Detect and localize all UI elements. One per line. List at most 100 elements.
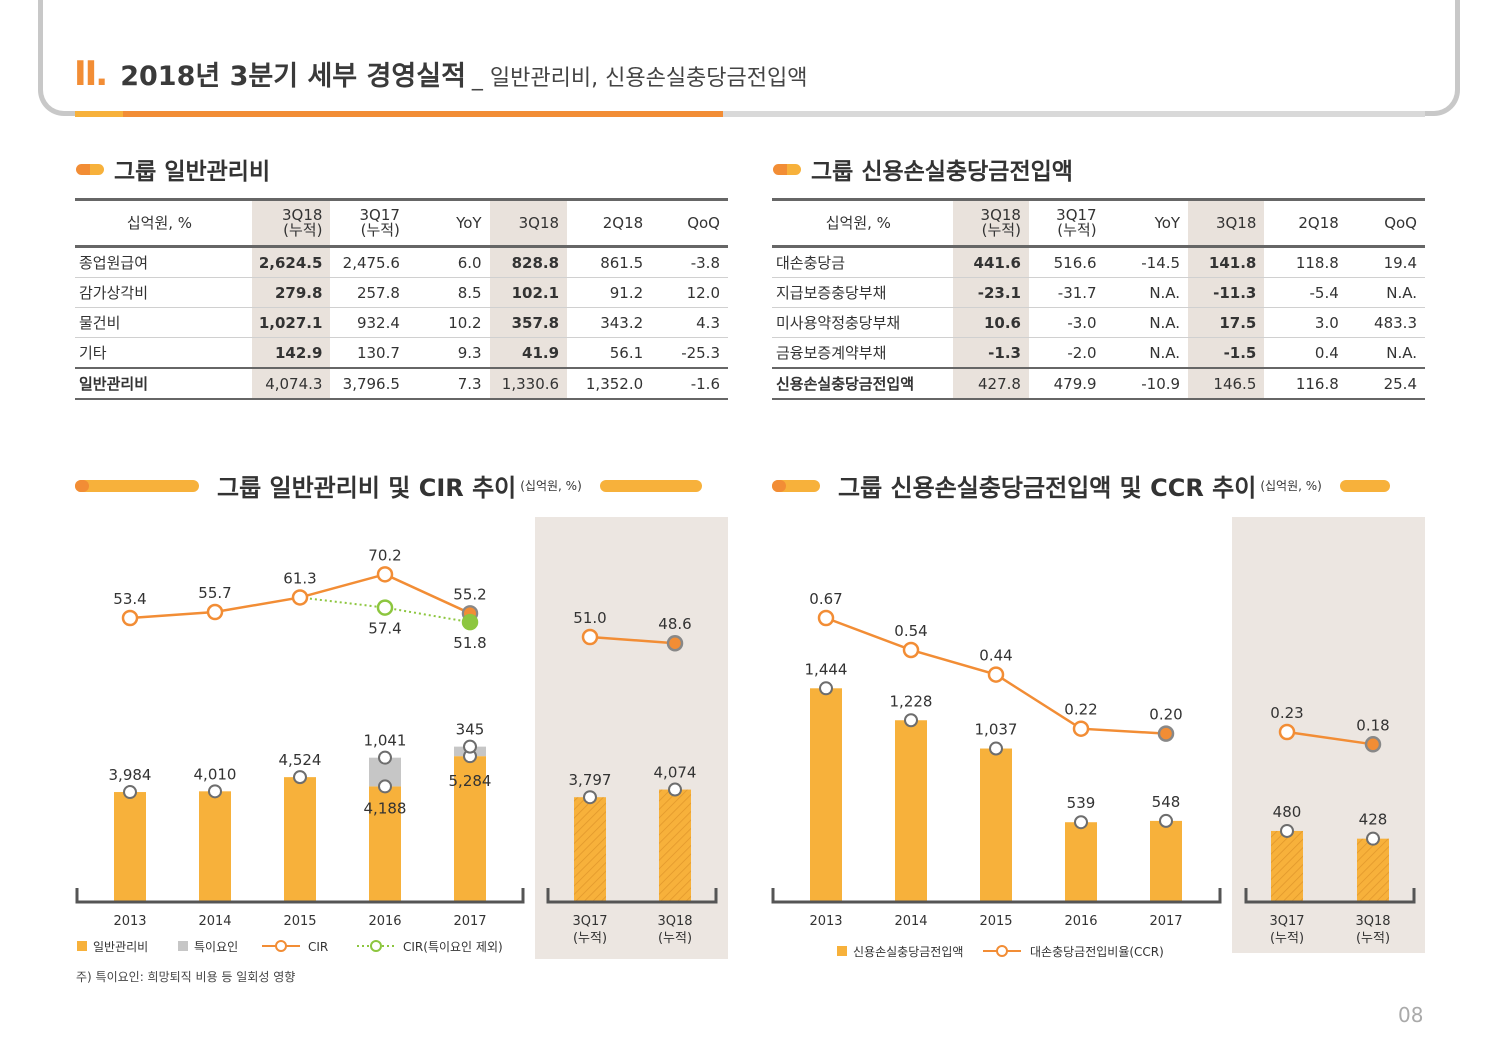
ccr-value-label: 0.67 bbox=[809, 590, 842, 608]
table-cell: 2,624.5 bbox=[251, 246, 331, 278]
x-tick-label: 2016 bbox=[1064, 914, 1097, 929]
line-point bbox=[902, 641, 920, 659]
bar-value-label: 4,010 bbox=[194, 765, 237, 783]
table-cell: 479.9 bbox=[1028, 367, 1105, 400]
x-tick-label: 2015 bbox=[979, 914, 1012, 929]
table-cell: 1,027.1 bbox=[251, 307, 331, 338]
table-header-cell: 2Q18 bbox=[1264, 198, 1347, 248]
data-marker bbox=[1366, 831, 1380, 846]
table-cell: 91.2 bbox=[567, 277, 652, 308]
data-marker bbox=[293, 770, 307, 785]
cir-value-label: 61.3 bbox=[283, 569, 316, 587]
bar-value-label: 1,037 bbox=[975, 721, 1018, 739]
data-marker bbox=[378, 750, 392, 765]
table-cell: 1,352.0 bbox=[567, 367, 652, 400]
bar-value-label: 3,984 bbox=[109, 766, 152, 784]
line-point-cir-excl bbox=[461, 613, 479, 631]
heading-bar-icon bbox=[599, 479, 702, 492]
table-header-cell: QoQ bbox=[1346, 198, 1425, 248]
series-line-ccr-cumulative bbox=[1286, 730, 1374, 746]
ga-chart-heading: 그룹 일반관리비 및 CIR 추이 (십억원, %) bbox=[75, 468, 728, 503]
x-tick-label: 2014 bbox=[198, 914, 231, 929]
table-cell: 441.6 bbox=[952, 246, 1029, 278]
table-row: 감가상각비 279.8 257.8 8.5 102.1 91.2 12.0 bbox=[75, 277, 728, 308]
table-cell: -11.3 bbox=[1188, 277, 1265, 308]
x-tick-label: 2017 bbox=[453, 914, 486, 929]
table-row: 일반관리비 4,074.3 3,796.5 7.3 1,330.6 1,352.0 -1.6 bbox=[75, 367, 728, 400]
table-row: 물건비 1,027.1 932.4 10.2 357.8 343.2 4.3 bbox=[75, 307, 728, 338]
table-header-cell: QoQ bbox=[651, 198, 728, 248]
table-cell: 279.8 bbox=[251, 277, 331, 308]
special-factor-label: 1,041 bbox=[364, 732, 407, 750]
x-tick-label: 2015 bbox=[283, 914, 316, 929]
table-cell: 3.0 bbox=[1264, 307, 1347, 338]
provision-ccr-chart: 1,444 1,228 1,037 539 548 480 428 0.67 0.54 0.44 0… bbox=[771, 517, 1425, 959]
line-point bbox=[291, 589, 309, 606]
line-point bbox=[1157, 725, 1175, 742]
ccr-value-label: 0.44 bbox=[979, 647, 1012, 665]
section-progress-fill bbox=[75, 111, 723, 117]
line-point-cir-excl bbox=[376, 599, 394, 616]
x-tick-label: 3Q17 bbox=[572, 914, 607, 929]
bar-ga bbox=[454, 756, 486, 902]
legend-marker-cir-excl bbox=[370, 940, 382, 952]
cir-value-label: 53.4 bbox=[113, 590, 146, 608]
line-point bbox=[666, 634, 684, 652]
table-row: 종업원급여 2,624.5 2,475.6 6.0 828.8 861.5 -3.8 bbox=[75, 246, 728, 278]
table-cell: 130.7 bbox=[330, 337, 408, 369]
section-progress-lead bbox=[75, 111, 123, 117]
x-tick-label: 2014 bbox=[894, 914, 927, 929]
data-marker bbox=[583, 790, 597, 805]
special-factor-label: 345 bbox=[456, 721, 485, 739]
table-header-cell: 3Q18 bbox=[1188, 198, 1265, 248]
legend-swatch-provision bbox=[837, 946, 847, 956]
table-cell: 8.5 bbox=[407, 277, 490, 308]
ccr-value-label: 0.20 bbox=[1149, 706, 1182, 724]
line-point bbox=[1278, 723, 1296, 741]
table-cell: 0.4 bbox=[1264, 337, 1347, 369]
section-progress-bar bbox=[75, 111, 1425, 117]
provision-chart-heading: 그룹 신용손실충당금전입액 및 CCR 추이 (십억원, %) bbox=[772, 468, 1425, 503]
x-tick-label: 2013 bbox=[809, 914, 842, 929]
legend-swatch-special bbox=[178, 941, 188, 951]
bar-value-label: 539 bbox=[1067, 794, 1096, 812]
table-cell: 19.4 bbox=[1346, 246, 1425, 278]
bar-provision bbox=[1065, 822, 1097, 902]
table-row: 미사용약정충당부채 10.6 -3.0 N.A. 17.5 3.0 483.3 bbox=[772, 307, 1425, 338]
footnote: 주) 특이요인: 희망퇴직 비용 등 일회성 영향 bbox=[76, 970, 296, 984]
table-header-cell: YoY bbox=[1104, 198, 1189, 248]
cir-excl-value-label: 57.4 bbox=[368, 620, 401, 638]
table-cell: 357.8 bbox=[489, 307, 568, 338]
table-header-cell: 3Q17 (누적) bbox=[1028, 198, 1105, 248]
line-point bbox=[376, 566, 394, 583]
line-point bbox=[581, 628, 599, 646]
bar-ga-cumulative bbox=[659, 789, 691, 902]
table-cell: N.A. bbox=[1104, 307, 1189, 338]
data-marker bbox=[819, 681, 833, 696]
line-point bbox=[1364, 736, 1382, 753]
table-cell: 4.3 bbox=[651, 307, 728, 338]
table-cell: 102.1 bbox=[489, 277, 568, 308]
table-header-cell: 3Q18 (누적) bbox=[952, 198, 1029, 248]
table-cell: 427.8 bbox=[952, 367, 1029, 400]
row-label: 종업원급여 bbox=[75, 246, 252, 278]
heading-bar-icon bbox=[772, 479, 820, 492]
legend-label: 대손충당금전입비율(CCR) bbox=[1030, 945, 1164, 959]
table-cell: -3.0 bbox=[1028, 307, 1105, 338]
table-cell: -10.9 bbox=[1104, 367, 1189, 400]
row-label: 감가상각비 bbox=[75, 277, 252, 308]
cir-excl-value-label: 51.8 bbox=[453, 634, 486, 652]
bullet-pill-icon bbox=[773, 163, 801, 175]
table-header-cell: 십억원, % bbox=[75, 198, 252, 248]
bar-provision-cumulative bbox=[1271, 830, 1303, 902]
data-marker bbox=[463, 739, 477, 754]
ga-table-title: 그룹 일반관리비 bbox=[114, 159, 271, 185]
table-header-cell: 십억원, % bbox=[772, 198, 953, 248]
bar-value-label: 4,524 bbox=[279, 751, 322, 769]
table-cell: 118.8 bbox=[1264, 246, 1347, 278]
table-cell: 343.2 bbox=[567, 307, 652, 338]
legend-label: CIR(특이요인 제외) bbox=[403, 940, 503, 954]
cir-value-label: 55.2 bbox=[453, 585, 486, 603]
table-cell: 483.3 bbox=[1346, 307, 1425, 338]
page-title-block: II. 2018년 3분기 세부 경영실적 _ 일반관리비, 신용손실충당금전입… bbox=[74, 54, 808, 94]
